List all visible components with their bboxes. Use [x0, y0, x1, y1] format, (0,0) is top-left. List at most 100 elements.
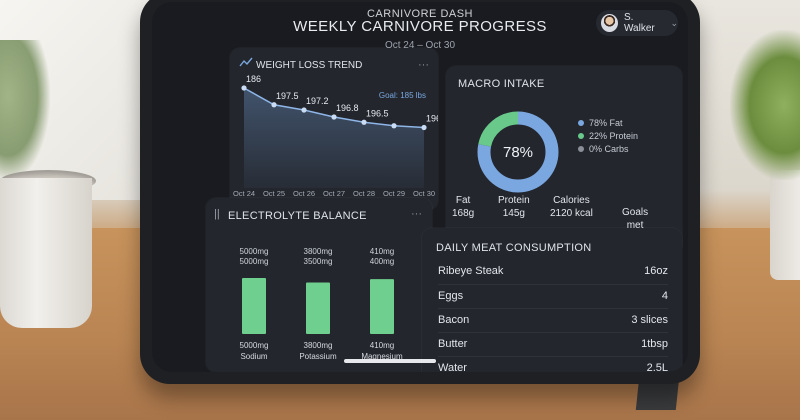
legend-dot: [578, 119, 584, 126]
macro-stat: Protein 145g: [498, 194, 530, 220]
goal-label: Goal: 185 lbs: [379, 91, 426, 100]
date-range: Oct 24 – Oct 30: [384, 40, 456, 51]
meat-list-item: Eggs 4: [438, 284, 668, 307]
meat-quantity: 16oz: [644, 265, 668, 277]
x-tick-label: Oct 27: [323, 189, 345, 198]
user-name: S. Walker: [623, 12, 655, 34]
trend-point: [391, 123, 397, 129]
weight-trend-card: WEIGHT LOSS TREND ··· Goal: 185 lbs 186 O…: [230, 48, 438, 210]
meat-list-item: Ribeye Steak 16oz: [438, 260, 668, 282]
macro-stat: Goals met: [622, 206, 648, 232]
meat-list-item: Bacon 3 slices: [438, 308, 668, 331]
electrolyte-bar: [306, 282, 330, 334]
trend-icon: [239, 57, 253, 67]
meat-name: Eggs: [438, 290, 464, 302]
trend-point: [361, 119, 367, 125]
trend-value-label: 197.5: [276, 91, 299, 101]
user-menu[interactable]: S. Walker ⌄: [596, 10, 678, 36]
donut-slice: [477, 111, 559, 193]
x-tick-label: Oct 29: [383, 189, 405, 198]
legend-item: 0% Carbs: [578, 142, 638, 155]
app-name: CARNIVORE DASH: [366, 8, 474, 20]
x-tick-label: Oct 28: [353, 189, 375, 198]
trend-point: [421, 124, 427, 131]
macro-legend: 78% Fat 22% Protein 0% Carbs: [578, 116, 638, 155]
legend-label: 78% Fat: [589, 117, 623, 128]
macro-donut: 78%: [477, 111, 559, 193]
potted-plant-right: [730, 30, 800, 180]
card-title: DAILY MEAT CONSUMPTION: [436, 242, 592, 254]
electrolyte-bars: 5000mg5000mg5000mgSodium3800mg3500mg3800…: [240, 247, 403, 361]
home-indicator[interactable]: [344, 359, 436, 363]
more-options-icon[interactable]: ···: [418, 59, 429, 71]
macro-stat-label: Fat: [455, 195, 471, 206]
meat-quantity: 2.5L: [646, 362, 668, 372]
meat-list-item: Butter 1tbsp: [438, 332, 668, 355]
x-tick-label: Oct 24: [233, 189, 255, 198]
legend-dot: [578, 145, 584, 152]
x-tick-label: Oct 25: [263, 189, 285, 198]
legend-label: 0% Carbs: [589, 143, 629, 154]
top-bar: CARNIVORE DASH S. Walker ⌄: [152, 2, 688, 36]
electrolyte-name-label: Sodium: [240, 352, 267, 361]
trend-value-label: 196.8: [336, 103, 359, 113]
utensils-icon: ||: [214, 208, 220, 220]
chevron-down-icon: ⌄: [670, 17, 678, 28]
electrolyte-name-label: Potassium: [299, 352, 337, 361]
x-tick-label: Oct 26: [293, 189, 315, 198]
electrolyte-value-label: 3800mg: [304, 341, 333, 350]
plant-pot: [770, 170, 800, 280]
weight-trend-chart: WEIGHT LOSS TREND ··· Goal: 185 lbs 186 O…: [233, 57, 438, 198]
electrolyte-actual-label: 3500mg: [304, 257, 333, 266]
card-title: WEIGHT LOSS TREND: [256, 60, 362, 71]
meat-name: Butter: [438, 338, 468, 350]
legend-label: 22% Protein: [589, 130, 639, 141]
electrolyte-actual-label: 5000mg: [240, 257, 269, 266]
trend-value-label: 196.5: [366, 108, 389, 118]
electrolyte-bar: [370, 279, 394, 334]
trend-value-label: 197.2: [306, 96, 329, 106]
electrolyte-target-label: 5000mg: [240, 247, 269, 256]
trend-point: [271, 102, 277, 108]
page-title: WEEKLY CARNIVORE PROGRESS: [293, 18, 547, 35]
meat-list-item: Water 2.5L: [438, 356, 668, 372]
background-plant-left: [0, 40, 50, 180]
meat-consumption-card: DAILY MEAT CONSUMPTION Ribeye Steak 16oz E…: [422, 228, 682, 372]
legend-item: 78% Fat: [578, 116, 638, 129]
more-options-icon[interactable]: ···: [411, 208, 422, 220]
meat-quantity: 3 slices: [631, 314, 668, 326]
tablet-device: CARNIVORE DASH S. Walker ⌄ WEEKLY CARNIV…: [140, 0, 700, 384]
electrolyte-target-label: 3800mg: [304, 247, 333, 256]
card-title: ELECTROLYTE BALANCE: [228, 210, 367, 222]
macro-stat-label: Protein: [498, 195, 530, 206]
card-title: MACRO INTAKE: [458, 78, 545, 90]
electrolyte-bar: [242, 278, 266, 334]
trend-value-label: 186: [246, 74, 261, 84]
trend-point: [301, 107, 307, 113]
x-tick-label: Oct 30: [413, 189, 435, 198]
macro-stat: Fat 168g: [452, 194, 474, 220]
electrolyte-actual-label: 400mg: [370, 257, 394, 266]
electrolyte-value-label: 410mg: [370, 341, 394, 350]
macro-stat-value: 2120 kcal: [550, 208, 593, 219]
macro-stat: Calories 2120 kcal: [550, 194, 593, 220]
trend-point: [331, 114, 337, 120]
trend-point: [241, 85, 247, 91]
donut-center-label: 78%: [503, 144, 533, 161]
macro-stat-value: 145g: [502, 208, 525, 219]
macro-stat-label: Calories: [553, 195, 590, 206]
avatar: [601, 14, 618, 32]
trend-value-label: 196.2: [426, 114, 438, 124]
macro-stat-value: met: [626, 220, 644, 231]
trend-area: [244, 88, 424, 188]
macro-stat-label: Goals: [622, 207, 649, 218]
electrolyte-card: || ELECTROLYTE BALANCE ··· 5000mg 5000mg 5…: [206, 198, 432, 372]
legend-dot: [578, 132, 584, 139]
macro-stat-value: 168g: [452, 208, 475, 219]
meat-name: Bacon: [438, 314, 470, 326]
meat-name: Water: [438, 362, 467, 372]
meat-quantity: 4: [661, 290, 668, 302]
legend-item: 22% Protein: [578, 129, 638, 142]
macro-intake-card: MACRO INTAKE 78% 78% Fat 22% Protein 0% Ca…: [446, 66, 682, 254]
electrolyte-value-label: 5000mg: [240, 341, 269, 350]
